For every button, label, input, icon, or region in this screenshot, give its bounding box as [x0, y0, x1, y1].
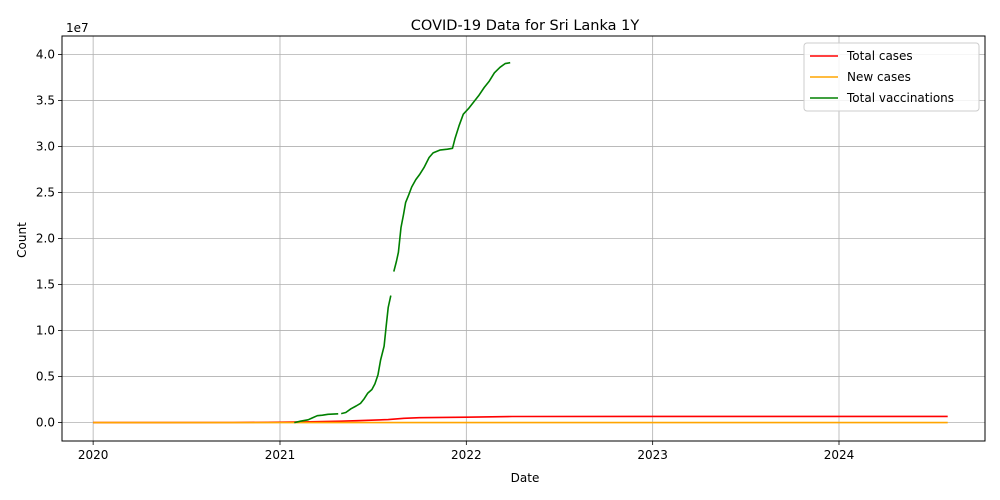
y-tick-label: 0.0: [36, 416, 55, 430]
x-tick-label: 2022: [451, 448, 482, 462]
legend-label: New cases: [847, 70, 911, 84]
y-axis-label: Count: [15, 222, 29, 258]
series-line-total-vaccinations: [294, 413, 339, 424]
legend: Total cases New cases Total vaccinations: [803, 42, 980, 112]
y-axis-ticks: 0.0 0.5 1.0 1.5 2.0 2.5 3.0 3.5 4.0: [36, 47, 62, 430]
y-tick-label: 1.5: [36, 278, 55, 292]
legend-label: Total vaccinations: [846, 91, 954, 105]
series-line-total-vaccinations: [393, 61, 511, 272]
x-tick-label: 2020: [78, 448, 109, 462]
x-tick-label: 2021: [265, 448, 296, 462]
series-lines: [93, 61, 948, 424]
series-line-total-vaccinations: [341, 295, 392, 415]
y-tick-label: 3.5: [36, 93, 55, 107]
chart-title: COVID-19 Data for Sri Lanka 1Y: [411, 18, 640, 34]
y-tick-label: 4.0: [36, 47, 55, 61]
x-axis-ticks: 2020 2021 2022 2023 2024: [78, 441, 854, 462]
y-tick-label: 2.5: [36, 185, 55, 199]
grid: [62, 36, 985, 441]
y-tick-label: 1.0: [36, 324, 55, 338]
y-tick-label: 2.0: [36, 232, 55, 246]
legend-label: Total cases: [846, 49, 913, 63]
y-tick-label: 3.0: [36, 139, 55, 153]
x-tick-label: 2024: [824, 448, 855, 462]
y-axis-scale-label: 1e7: [66, 21, 89, 35]
y-tick-label: 0.5: [36, 370, 55, 384]
x-axis-label: Date: [511, 471, 540, 485]
x-tick-label: 2023: [637, 448, 668, 462]
legend-box: [803, 42, 980, 112]
